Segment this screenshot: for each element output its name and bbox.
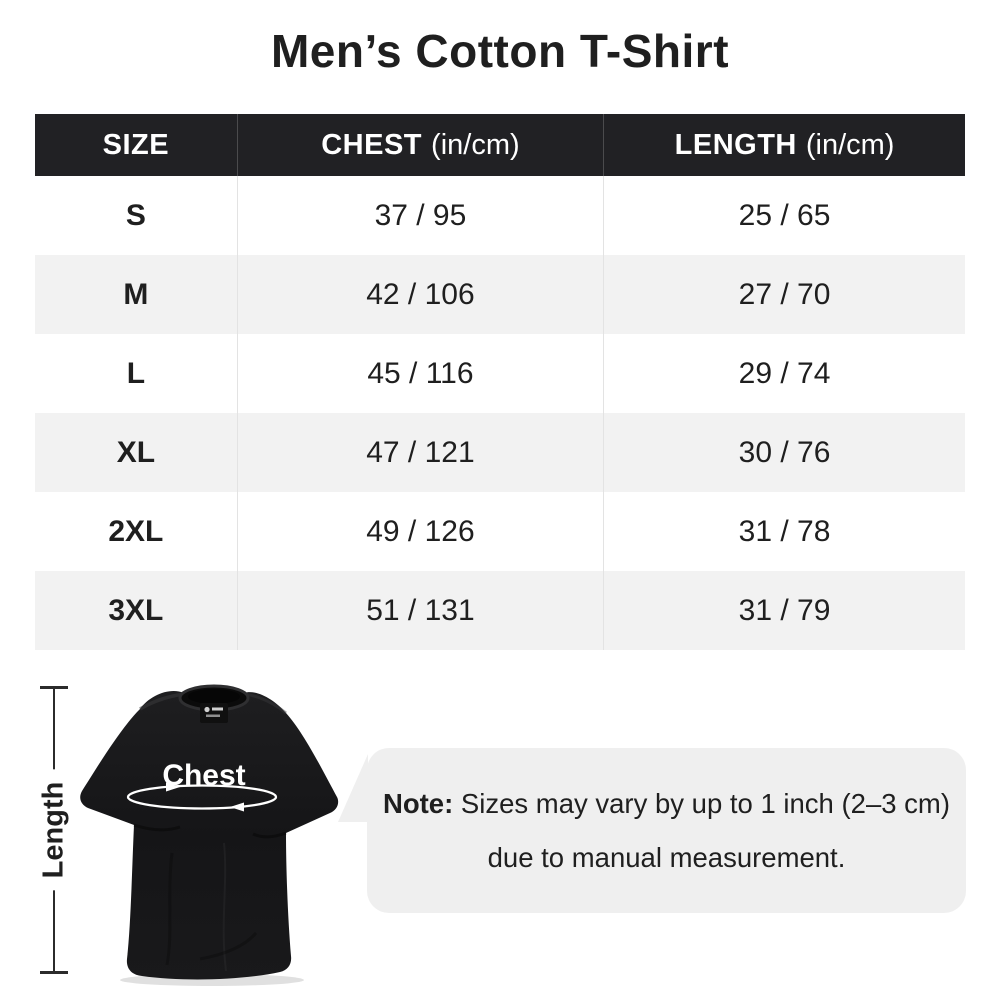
cell-size: 3XL [35,571,238,650]
length-arrow-top-cap [40,686,68,689]
chest-measure-ellipse [126,784,278,810]
size-table: SIZE CHEST (in/cm) LENGTH (in/cm) S 37 /… [35,114,965,650]
header-cell-size: SIZE [35,114,238,176]
fold-line [222,842,227,972]
brand-tag-logo [204,706,210,713]
table-row: M 42 / 106 27 / 70 [35,255,965,334]
note-text: Sizes may vary by up to 1 inch (2–3 cm) [460,787,950,819]
cell-length: 31 / 79 [738,593,831,627]
header-unit: (in/cm) [431,128,520,161]
cell-size: S [35,176,238,255]
cell-size: 2XL [35,492,238,571]
header-cell-length: LENGTH (in/cm) [604,114,965,176]
sleeve-crease-left [133,823,181,832]
chest-arrowhead-left [230,802,244,812]
cell-chest: 37 / 95 [238,176,605,255]
table-header-row: SIZE CHEST (in/cm) LENGTH (in/cm) [35,114,965,176]
cell-chest: 45 / 116 [238,334,605,413]
table-row: XL 47 / 121 30 / 76 [35,413,965,492]
sleeve-crease-right [252,831,287,839]
table-row: 3XL 51 / 131 31 / 79 [35,571,965,650]
table-row: S 37 / 95 25 / 65 [35,176,965,255]
brand-tag-text-line [212,707,223,711]
cell-chest: 49 / 126 [238,492,605,571]
chest-arrowhead-right [166,782,180,792]
cell-length: 31 / 78 [738,514,831,548]
brand-tag [200,703,228,723]
note-line-1: Note: Sizes may vary by up to 1 inch (2–… [383,788,950,820]
note-prefix: Note: [382,787,454,819]
header-label: LENGTH [674,128,797,161]
cell-size: M [35,255,238,334]
shirt-body [80,690,339,980]
header-unit: (in/cm) [805,128,895,161]
note-bubble: Note: Sizes may vary by up to 1 inch (2–… [338,748,966,913]
length-label: Length [33,769,75,891]
cell-chest: 42 / 106 [238,255,605,334]
header-cell-chest: CHEST (in/cm) [238,114,605,176]
cell-size: L [35,334,238,413]
header-label: CHEST [321,128,423,161]
table-row: 2XL 49 / 126 31 / 78 [35,492,965,571]
tshirt-image: Chest [80,684,339,986]
cell-size: XL [35,413,238,492]
cell-length: 25 / 65 [738,198,831,232]
cell-length: 29 / 74 [738,356,831,390]
collar-inner [188,689,240,704]
fold-line [165,852,174,966]
cell-length: 30 / 76 [738,435,831,469]
length-arrow-bottom-cap [40,971,68,974]
fold-line [199,931,258,961]
table-row: L 45 / 116 29 / 74 [35,334,965,413]
cell-chest: 47 / 121 [238,413,605,492]
cell-chest: 51 / 131 [238,571,605,650]
page-title: Men’s Cotton T-Shirt [270,25,730,77]
cell-length: 27 / 70 [738,277,831,311]
brand-tag-text-line [206,714,220,717]
length-indicator: Length [33,686,75,974]
note-line-2: due to manual measurement. [487,841,846,873]
header-label: SIZE [102,128,170,161]
